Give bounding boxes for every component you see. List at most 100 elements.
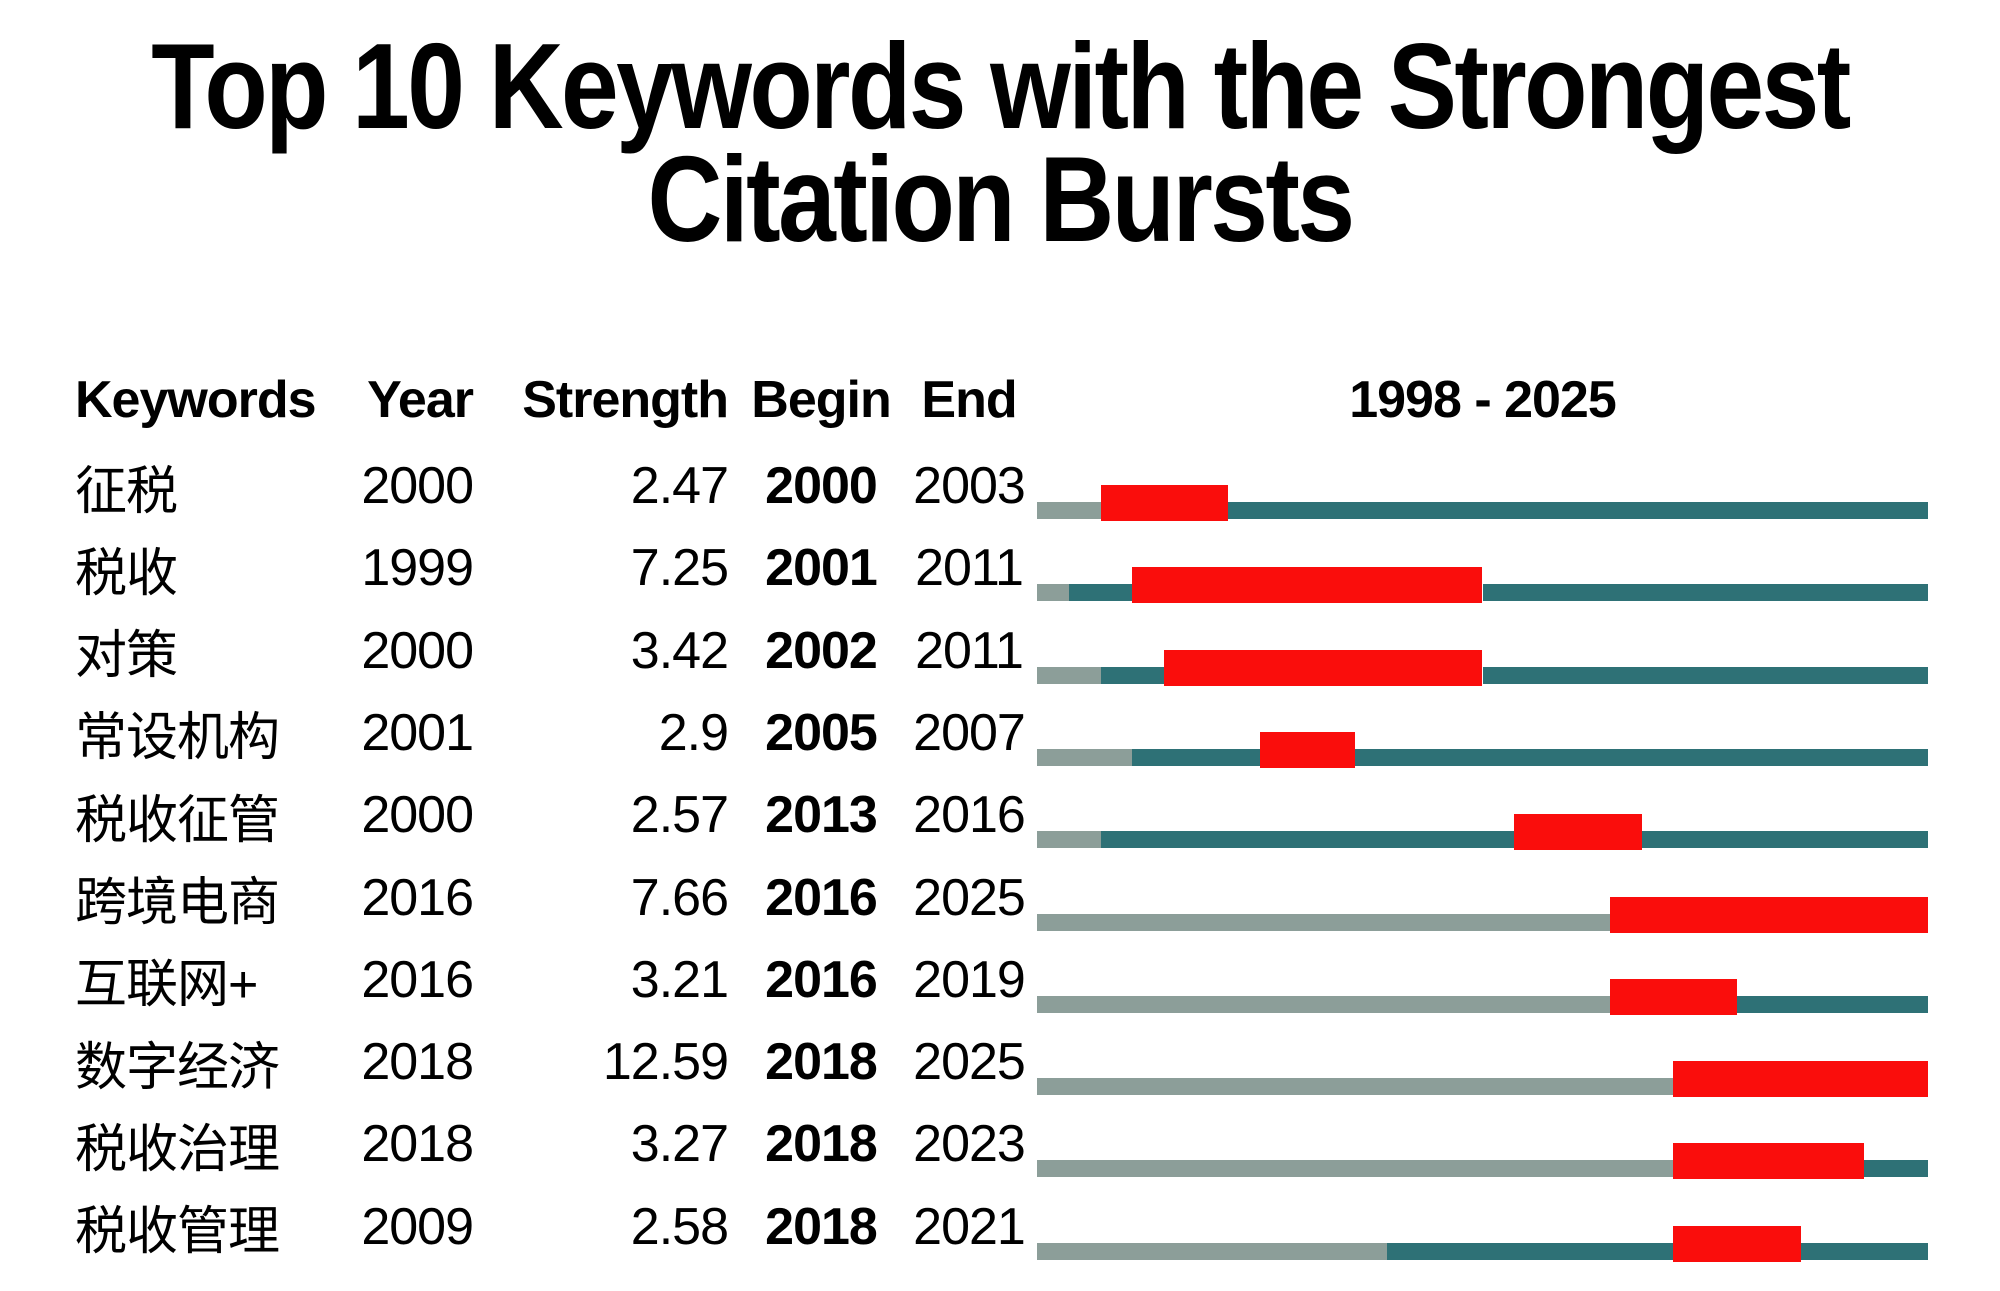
strength-value: 2.58 xyxy=(630,1197,729,1256)
pre-appearance-segment xyxy=(1037,831,1101,849)
table-row: 税收 1999 7.25 2001 2011 xyxy=(0,527,2000,609)
keyword-label: 税收 xyxy=(75,544,178,603)
keyword-label: 互联网+ xyxy=(75,956,258,1015)
end-value: 2016 xyxy=(913,786,1026,845)
year-value: 2016 xyxy=(361,950,474,1009)
begin-value: 2018 xyxy=(765,1197,878,1256)
end-value: 2011 xyxy=(915,621,1024,680)
table-row: 税收管理 2009 2.58 2018 2021 xyxy=(0,1186,2000,1268)
table-row: 税收征管 2000 2.57 2013 2016 xyxy=(0,774,2000,856)
table-row: 跨境电商 2016 7.66 2016 2025 xyxy=(0,857,2000,939)
year-value: 2000 xyxy=(361,786,474,845)
burst-segment xyxy=(1609,978,1738,1015)
timeline-bar xyxy=(1037,1186,1928,1268)
header-strength: Strength xyxy=(522,371,729,429)
end-value: 2021 xyxy=(913,1197,1026,1256)
end-value: 2019 xyxy=(913,950,1026,1009)
year-value: 2001 xyxy=(361,703,474,762)
keyword-label: 跨境电商 xyxy=(75,874,280,932)
table-header-row: Keywords Year Strength Begin End 1998 - … xyxy=(0,360,2000,440)
active-segment xyxy=(1482,584,1928,602)
table-row: 征税 2000 2.47 2000 2003 xyxy=(0,445,2000,527)
header-keywords: Keywords xyxy=(75,371,317,429)
end-value: 2003 xyxy=(913,457,1026,515)
begin-value: 2018 xyxy=(765,1115,878,1174)
header-end: End xyxy=(921,371,1017,429)
begin-value: 2016 xyxy=(765,868,878,927)
begin-value: 2016 xyxy=(765,950,878,1009)
header-timeline-range: 1998 - 2025 xyxy=(1349,371,1617,429)
active-segment xyxy=(1482,666,1928,684)
begin-value: 2001 xyxy=(765,539,878,598)
active-segment xyxy=(1864,1160,1928,1178)
pre-appearance-segment xyxy=(1037,748,1133,766)
keyword-label: 税收征管 xyxy=(75,791,280,850)
keyword-label: 常设机构 xyxy=(75,709,280,768)
timeline-bar xyxy=(1037,692,1928,774)
keyword-label: 对策 xyxy=(75,627,178,686)
active-segment xyxy=(1641,831,1928,849)
burst-segment xyxy=(1673,1225,1801,1262)
begin-value: 2000 xyxy=(765,457,878,515)
chart-title-line1: Top 10 Keywords with the Strongest xyxy=(151,18,1851,154)
pre-appearance-segment xyxy=(1037,584,1069,602)
active-segment xyxy=(1132,748,1260,766)
year-value: 1999 xyxy=(361,539,474,598)
strength-value: 2.47 xyxy=(630,457,729,515)
strength-value: 2.9 xyxy=(658,703,729,762)
active-segment xyxy=(1227,502,1928,519)
strength-value: 12.59 xyxy=(602,1033,729,1092)
strength-value: 2.57 xyxy=(630,786,729,845)
active-segment xyxy=(1068,584,1133,602)
burst-segment xyxy=(1514,814,1642,851)
end-value: 2007 xyxy=(913,703,1026,762)
active-segment xyxy=(1355,748,1928,766)
strength-value: 7.25 xyxy=(630,539,729,598)
strength-value: 3.21 xyxy=(630,950,729,1009)
begin-value: 2002 xyxy=(765,621,878,680)
keyword-label: 征税 xyxy=(75,462,178,521)
timeline-bar xyxy=(1037,445,1928,527)
year-value: 2000 xyxy=(361,621,474,680)
table-row: 税收治理 2018 3.27 2018 2023 xyxy=(0,1103,2000,1185)
pre-appearance-segment xyxy=(1037,1242,1388,1260)
strength-value: 3.42 xyxy=(630,621,729,680)
pre-appearance-segment xyxy=(1037,995,1610,1013)
active-segment xyxy=(1737,995,1928,1013)
chart-title-line2: Citation Bursts xyxy=(647,131,1356,267)
burst-segment xyxy=(1164,649,1483,686)
year-value: 2016 xyxy=(361,868,474,927)
pre-appearance-segment xyxy=(1037,913,1610,931)
end-value: 2011 xyxy=(915,539,1024,598)
pre-appearance-segment xyxy=(1037,666,1101,684)
pre-appearance-segment xyxy=(1037,502,1101,519)
end-value: 2023 xyxy=(913,1115,1026,1174)
active-segment xyxy=(1100,831,1515,849)
begin-value: 2018 xyxy=(765,1033,878,1092)
active-segment xyxy=(1800,1242,1928,1260)
keyword-label: 税收治理 xyxy=(75,1120,280,1179)
burst-segment xyxy=(1100,485,1228,521)
table-row: 互联网+ 2016 3.21 2016 2019 xyxy=(0,939,2000,1021)
year-value: 2009 xyxy=(361,1197,474,1256)
burst-segment xyxy=(1259,731,1356,768)
strength-value: 3.27 xyxy=(630,1115,729,1174)
timeline-bar xyxy=(1037,527,1928,609)
burst-segment xyxy=(1673,1143,1865,1180)
header-year: Year xyxy=(367,371,474,429)
table-row: 常设机构 2001 2.9 2005 2007 xyxy=(0,692,2000,774)
begin-value: 2005 xyxy=(765,703,878,762)
strength-value: 7.66 xyxy=(630,868,729,927)
timeline-bar xyxy=(1037,610,1928,692)
burst-segment xyxy=(1132,567,1483,604)
pre-appearance-segment xyxy=(1037,1078,1674,1096)
burst-segment xyxy=(1609,896,1928,933)
table-row: 对策 2000 3.42 2002 2011 xyxy=(0,610,2000,692)
timeline-bar xyxy=(1037,1021,1928,1103)
active-segment xyxy=(1387,1242,1674,1260)
keyword-label: 税收管理 xyxy=(75,1203,280,1262)
chart-title: Top 10 Keywords with the Strongest Citat… xyxy=(150,18,1851,267)
timeline-bar xyxy=(1037,857,1928,939)
end-value: 2025 xyxy=(913,868,1026,927)
